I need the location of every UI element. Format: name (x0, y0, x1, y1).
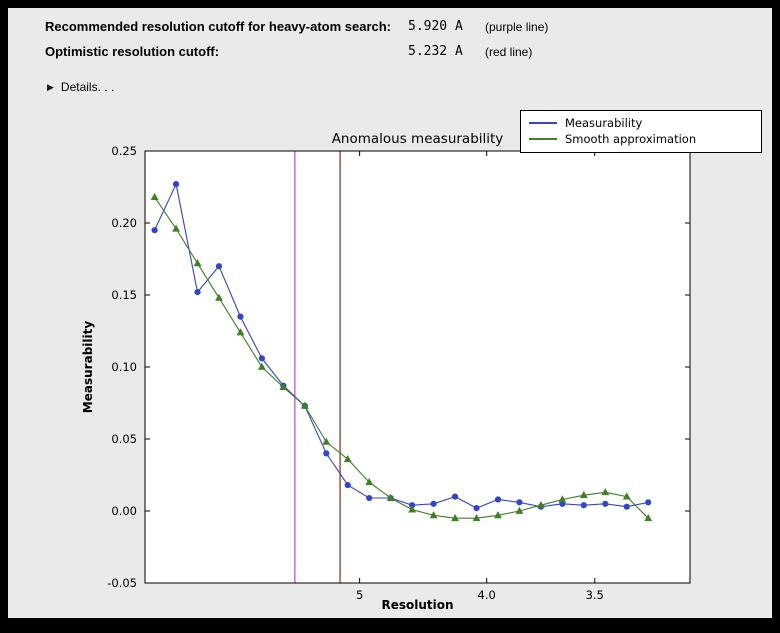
legend-label: Measurability (565, 116, 643, 130)
x-tick-label: 5 (356, 588, 363, 602)
y-tick-label: 0.20 (111, 216, 137, 230)
y-tick-label: 0.25 (111, 144, 137, 158)
chart-title: Anomalous measurability (331, 131, 504, 147)
main-panel: Recommended resolution cutoff for heavy-… (8, 8, 772, 618)
optimistic-cutoff-value: 5.232 A (408, 44, 463, 59)
y-tick-label: 0.15 (111, 288, 137, 302)
legend-entry-smooth-approximation: Smooth approximation (529, 131, 753, 147)
measurability-line-swatch (529, 122, 557, 124)
x-axis-label: Resolution (381, 598, 454, 612)
chart-legend: Measurability Smooth approximation (520, 110, 762, 153)
optimistic-cutoff-note: (red line) (485, 45, 533, 59)
x-tick-label: 4.0 (478, 588, 496, 602)
y-tick-label: 0.10 (111, 360, 137, 374)
details-disclosure[interactable]: ▶ Details. . . (47, 80, 114, 94)
measurability-plot: 0.25 0.20 0.15 0.10 0.05 0.00 -0.05 5 4.0 3.5 (107, 144, 691, 602)
y-tick-label: -0.05 (107, 576, 137, 590)
recommended-cutoff-note: (purple line) (485, 20, 549, 34)
recommended-cutoff-label: Recommended resolution cutoff for heavy-… (45, 19, 392, 34)
recommended-cutoff-value: 5.920 A (408, 19, 463, 34)
details-label: Details. . . (60, 80, 115, 94)
legend-entry-measurability: Measurability (529, 115, 753, 131)
y-tick-label: 0.00 (111, 504, 137, 518)
disclosure-triangle-icon: ▶ (47, 81, 54, 92)
legend-label: Smooth approximation (565, 132, 697, 146)
y-axis-label: Measurability (81, 320, 95, 414)
y-tick-label: 0.05 (111, 432, 137, 446)
x-tick-label: 3.5 (586, 588, 604, 602)
smooth-approximation-line-swatch (529, 138, 557, 140)
optimistic-cutoff-label: Optimistic resolution cutoff: (45, 44, 220, 59)
